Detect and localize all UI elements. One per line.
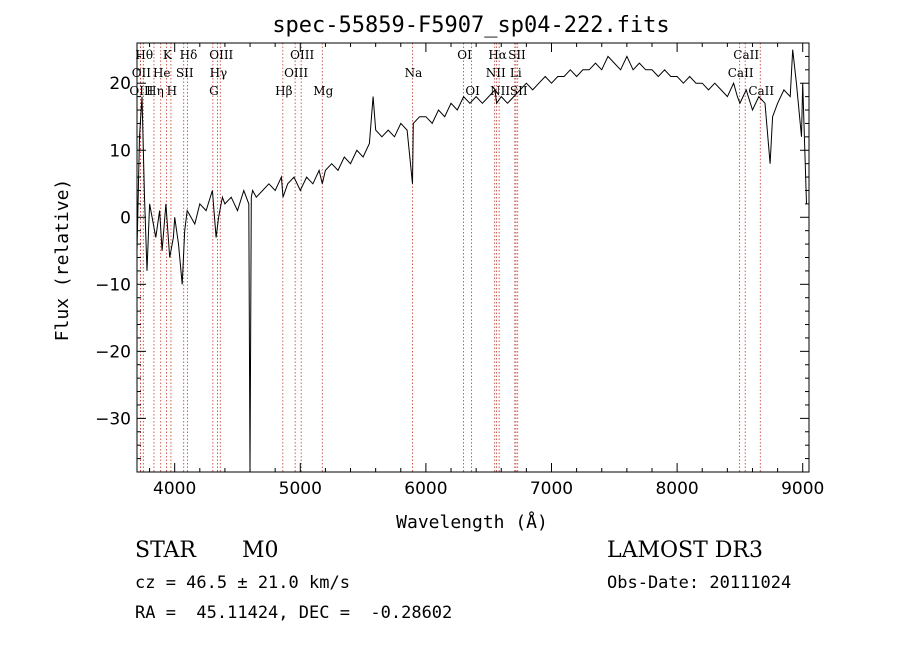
- line-marker-label: Hη: [146, 84, 164, 98]
- x-tick-label: 5000: [279, 479, 322, 499]
- y-tick-label: 20: [109, 74, 131, 94]
- redshift-cz: cz = 46.5 ± 21.0 km/s: [135, 573, 350, 593]
- line-markers: [139, 43, 761, 472]
- y-tick-label: −10: [95, 275, 131, 295]
- line-marker-label: OIII: [129, 84, 153, 98]
- flux-series-line: [136, 49, 807, 473]
- y-tick-label: −20: [95, 342, 131, 362]
- object-subclass: M0: [242, 538, 279, 563]
- line-marker-label: OI: [465, 84, 480, 98]
- line-marker-label: Hγ: [210, 66, 228, 80]
- line-marker-label: Hδ: [180, 48, 198, 62]
- line-marker-label: OII: [132, 66, 152, 80]
- line-marker-label: SII: [508, 48, 526, 62]
- survey-name: LAMOST DR3: [607, 538, 763, 563]
- line-marker-label: Hθ: [135, 48, 153, 62]
- line-marker-label: Mg: [313, 84, 333, 98]
- line-marker-label: OI: [457, 48, 472, 62]
- line-marker-label: G: [209, 84, 219, 98]
- x-tick-label: 8000: [655, 479, 698, 499]
- x-tick-label: 9000: [781, 479, 824, 499]
- line-marker-label: He: [153, 66, 171, 80]
- line-marker-label: OIII: [209, 48, 233, 62]
- line-marker-label: NII: [490, 84, 510, 98]
- line-marker-label: CaII: [748, 84, 774, 98]
- line-marker-label: OIII: [284, 66, 308, 80]
- line-marker-label: CaII: [728, 66, 754, 80]
- line-marker-label: SII: [510, 84, 528, 98]
- x-tick-label: 7000: [530, 479, 573, 499]
- coordinates: RA = 45.11424, DEC = -0.28602: [135, 603, 453, 623]
- line-marker-label: K: [163, 48, 173, 62]
- line-marker-label: Hβ: [275, 84, 292, 98]
- object-class: STAR: [135, 538, 196, 563]
- x-tick-label: 6000: [404, 479, 447, 499]
- line-marker-label: Li: [510, 66, 522, 80]
- line-marker-label: OIII: [290, 48, 314, 62]
- x-tick-label: 4000: [153, 479, 196, 499]
- line-marker-label: SII: [176, 66, 194, 80]
- y-tick-label: 0: [120, 208, 131, 228]
- y-tick-label: 10: [109, 141, 131, 161]
- x-axis-label: Wavelength (Å): [396, 511, 548, 533]
- line-marker-label: H: [167, 84, 177, 98]
- chart-title: spec-55859-F5907_sp04-222.fits: [272, 13, 669, 38]
- y-axis-label: Flux (relative): [52, 179, 73, 342]
- y-axis: −30 −20 −10 0 10 20: [95, 55, 809, 460]
- observation-date: Obs-Date: 20111024: [607, 573, 792, 593]
- line-marker-label: CaII: [733, 48, 759, 62]
- x-axis: 4000 5000 6000 7000 8000 9000: [149, 43, 824, 499]
- line-marker-label: Hα: [488, 48, 507, 62]
- line-marker-label: NII: [486, 66, 506, 80]
- line-marker-label: Na: [405, 66, 423, 80]
- y-tick-label: −30: [95, 409, 131, 429]
- plot-frame: [136, 42, 810, 473]
